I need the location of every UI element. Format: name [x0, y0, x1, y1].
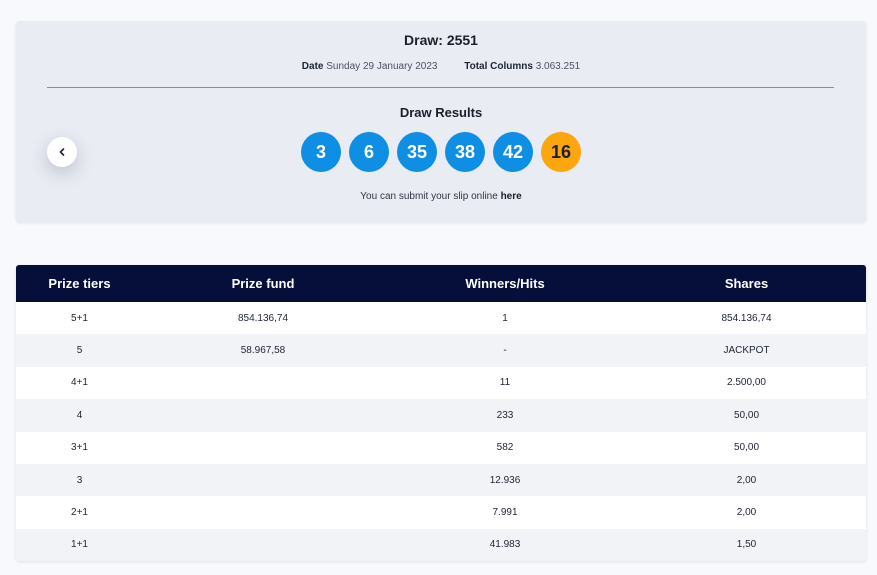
prize-table: Prize tiers Prize fund Winners/Hits Shar… [16, 265, 866, 562]
draw-results-title: Draw Results [399, 105, 483, 120]
divider [47, 87, 834, 88]
prize-fund-cell [143, 432, 383, 464]
shares-cell: 2,00 [736, 474, 757, 486]
previous-draw-button[interactable] [47, 137, 77, 167]
table-row: 4 233 50,00 [16, 399, 866, 432]
draw-card: Draw: 2551 Date Sunday 29 January 2023 T… [16, 21, 866, 222]
number-ball: 35 [397, 132, 437, 172]
shares-cell: 854.136,74 [721, 312, 772, 324]
prize-fund-cell [143, 367, 383, 399]
shares-cell: 2,00 [736, 507, 757, 519]
number-ball: 42 [493, 132, 533, 172]
winners-cell: 41.983 [489, 539, 521, 551]
prize-tier-cell: 5 [76, 345, 83, 357]
prize-tier-cell: 4+1 [71, 377, 88, 389]
winners-cell: 11 [499, 377, 511, 389]
prize-tier-cell: 1+1 [71, 539, 88, 551]
chevron-left-icon [59, 148, 65, 156]
number-ball: 6 [349, 132, 389, 172]
table-row: 5+1 854.136,74 1 854.136,74 [16, 302, 866, 335]
shares-cell: 2.500,00 [727, 377, 766, 389]
table-row: 2+1 7.991 2,00 [16, 496, 866, 529]
prize-tier-cell: 5+1 [71, 312, 88, 324]
submit-slip-note: You can submit your slip online here [16, 191, 866, 202]
table-header-row: Prize tiers Prize fund Winners/Hits Shar… [16, 265, 866, 302]
date-value: Sunday 29 January 2023 [326, 61, 438, 72]
shares-cell: 1,50 [736, 539, 757, 551]
date-label: Date [301, 61, 324, 72]
shares-cell: JACKPOT [723, 345, 770, 357]
header-winners-hits: Winners/Hits [465, 276, 545, 291]
draw-title: Draw: 2551 [404, 32, 478, 48]
total-columns-value: 3.063.251 [535, 61, 581, 72]
winners-cell: - [503, 345, 507, 357]
winners-cell: 233 [496, 409, 514, 421]
table-row: 4+1 11 2.500,00 [16, 366, 866, 400]
prize-fund-cell [143, 464, 383, 496]
shares-cell: 50,00 [733, 409, 760, 421]
prize-tier-cell: 2+1 [71, 507, 88, 519]
winners-cell: 12.936 [489, 474, 521, 486]
winners-cell: 7.991 [492, 507, 518, 519]
prize-fund-cell [143, 529, 383, 561]
winners-cell: 582 [496, 442, 514, 454]
number-ball: 3 [301, 132, 341, 172]
prize-tier-cell: 3+1 [71, 442, 88, 454]
header-shares: Shares [724, 276, 769, 291]
total-columns: Total Columns 3.063.251 [464, 61, 580, 72]
prize-tier-cell: 4 [76, 409, 83, 421]
table-row: 5 58.967,58 - JACKPOT [16, 334, 866, 367]
prize-tier-cell: 3 [76, 474, 83, 486]
table-row: 1+1 41.983 1,50 [16, 528, 866, 562]
number-ball: 38 [445, 132, 485, 172]
prize-fund-cell [143, 399, 383, 431]
header-prize-tiers: Prize tiers [48, 276, 111, 291]
table-row: 3 12.936 2,00 [16, 463, 866, 497]
shares-cell: 50,00 [733, 442, 760, 454]
total-columns-label: Total Columns [464, 61, 533, 72]
drawn-numbers: 3 6 35 38 42 16 [16, 132, 866, 172]
bonus-ball: 16 [541, 132, 581, 172]
submit-slip-link[interactable]: here [500, 191, 522, 202]
prize-fund-cell [143, 496, 383, 528]
prize-fund-cell: 854.136,74 [237, 312, 289, 324]
submit-slip-text: You can submit your slip online [360, 191, 498, 202]
table-row: 3+1 582 50,00 [16, 431, 866, 464]
draw-meta: Date Sunday 29 January 2023 Total Column… [16, 61, 866, 72]
winners-cell: 1 [502, 312, 508, 324]
prize-fund-cell: 58.967,58 [240, 345, 286, 357]
header-prize-fund: Prize fund [231, 276, 295, 291]
draw-date: Date Sunday 29 January 2023 [302, 61, 440, 72]
